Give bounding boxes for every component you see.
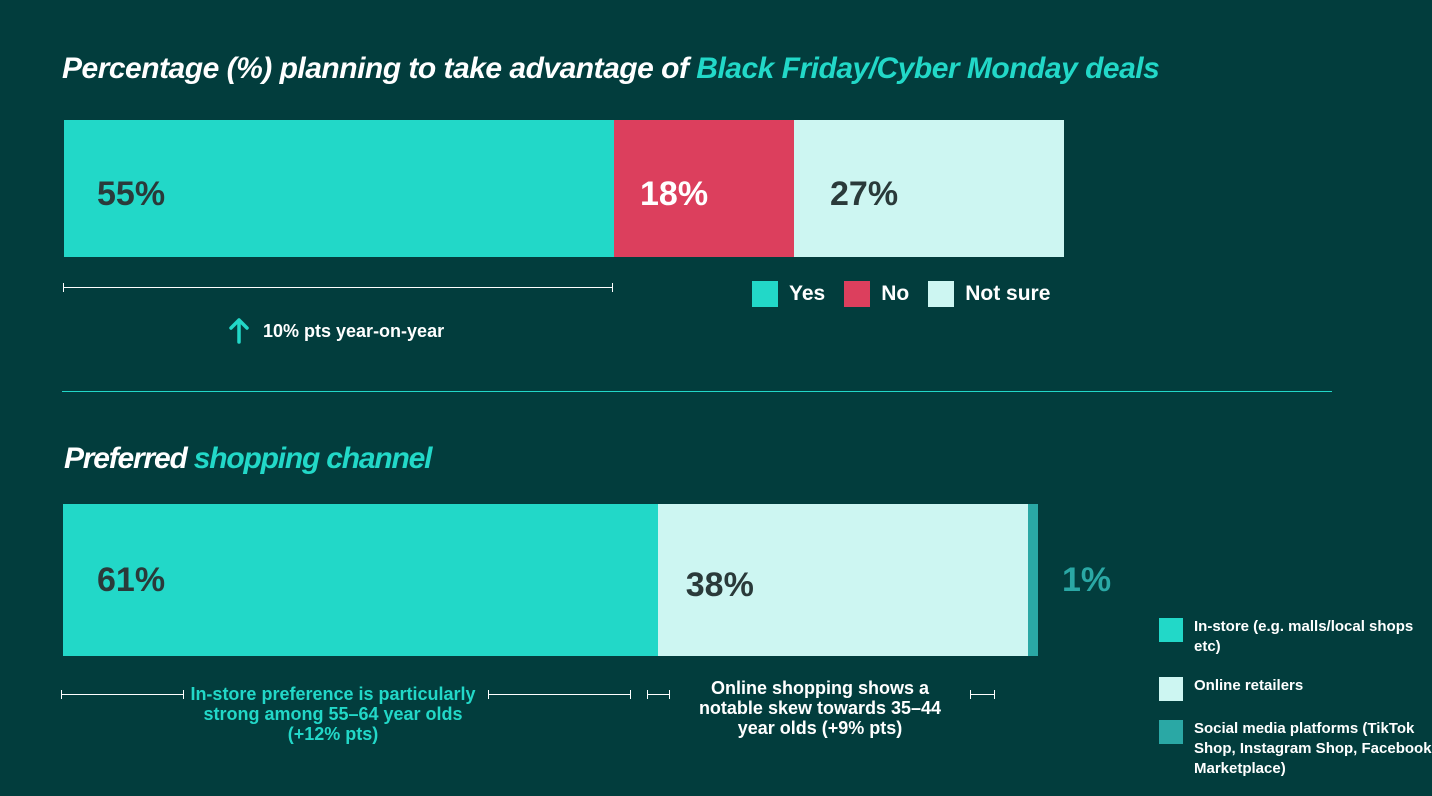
chart1-title-part1: Percentage (%) planning to take advantag… [62,52,697,85]
yes-value-label: 55% [97,175,166,213]
arrow-up-icon [229,318,249,344]
chart2-instore-note: In-store preference is particularly stro… [190,684,476,744]
chart1-title-part2: Black Friday/Cyber Monday deals [696,52,1160,85]
legend-label-yes: Yes [789,282,826,305]
legend-swatch-no [844,281,871,307]
online-value-label: 38% [685,566,754,604]
legend-swatch-not-sure [928,281,955,307]
legend-label-social: Social media platforms (TikTok Shop, Ins… [1194,720,1432,777]
legend-swatch-social [1159,720,1183,744]
chart1-title: Percentage (%) planning to take advantag… [62,52,1160,86]
chart1-annotation: 10% pts year-on-year [228,318,444,344]
instore-segment: 61% [63,504,658,656]
chart1-yes-bracket [63,283,613,292]
online-segment: 38% [657,504,1029,656]
chart2-legend-item-social: Social media platforms (TikTok Shop, Ins… [1159,719,1432,779]
chart2-social-value-label: 1% [1062,561,1112,599]
not-sure-value-label: 27% [830,175,899,213]
chart2-online-bracket-right [970,690,995,699]
legend-label-not-sure: Not sure [965,282,1051,305]
no-value-label: 18% [640,175,709,213]
instore-value-label: 61% [97,561,166,599]
social-segment [1028,504,1038,656]
chart2-title-part1: Preferred [64,442,194,475]
legend-swatch-online [1159,677,1183,701]
legend-swatch-yes [752,281,778,307]
chart2-legend-item-instore: In-store (e.g. malls/local shops etc) [1159,617,1432,657]
chart2-title: Preferred shopping channel [64,442,433,476]
chart1-legend: Yes No Not sure [752,281,1069,307]
chart1-stacked-bar: 55% 18% 27% [64,120,1064,257]
legend-label-instore: In-store (e.g. malls/local shops etc) [1194,618,1414,655]
not-sure-segment: 27% [794,120,1064,257]
section-divider [62,391,1332,392]
legend-label-no: No [881,282,910,305]
chart2-legend-item-online: Online retailers [1159,676,1432,701]
chart1-annotation-text: 10% pts year-on-year [263,320,445,341]
chart2-instore-bracket-left [61,690,184,699]
yes-segment: 55% [64,120,614,257]
chart2-stacked-bar: 61% 38% [63,504,1038,656]
chart2-title-part2: shopping channel [193,442,433,475]
legend-label-online: Online retailers [1194,677,1304,694]
chart2-online-note: Online shopping shows a notable skew tow… [698,678,942,738]
chart2-online-bracket-left [647,690,670,699]
legend-swatch-instore [1159,618,1183,642]
chart2-instore-bracket-right [488,690,631,699]
no-segment: 18% [614,120,794,257]
